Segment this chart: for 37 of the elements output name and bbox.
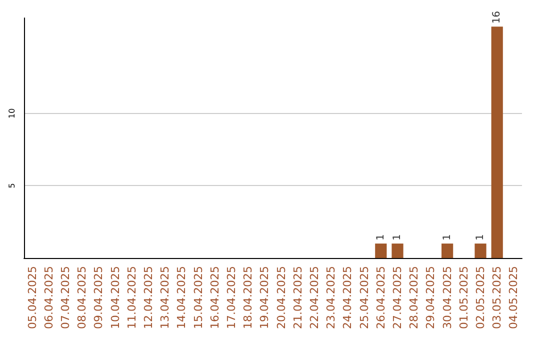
x-tick-label: 22.04.2025 — [308, 266, 321, 330]
data-label: 16 — [492, 10, 503, 24]
x-tick-label: 27.04.2025 — [391, 266, 404, 330]
x-tick-label: 24.04.2025 — [341, 266, 354, 330]
x-tick-label: 28.04.2025 — [408, 266, 421, 330]
x-tick-label: 12.04.2025 — [142, 266, 155, 330]
x-tick-label: 08.04.2025 — [76, 266, 89, 330]
x-tick-label: 10.04.2025 — [108, 266, 122, 330]
x-tick-label: 17.04.2025 — [225, 266, 238, 330]
x-tick-label: 20.04.2025 — [274, 266, 288, 330]
x-tick-label: 25.04.2025 — [358, 266, 371, 330]
x-tick-label: 11.04.2025 — [125, 266, 138, 330]
x-tick-label: 06.04.2025 — [42, 266, 56, 330]
x-tick-label: 01.05.2025 — [457, 266, 470, 330]
x-tick-label: 30.04.2025 — [440, 266, 454, 330]
x-tick-label: 07.04.2025 — [59, 266, 72, 330]
x-tick-label: 18.04.2025 — [242, 266, 255, 330]
x-tick-label: 29.04.2025 — [424, 266, 438, 330]
x-tick-label: 21.04.2025 — [291, 266, 304, 330]
y-tick-label: 10 — [8, 108, 16, 119]
x-tick-label: 14.04.2025 — [175, 266, 188, 330]
x-tick-label: 04.05.2025 — [507, 266, 520, 330]
data-label: 1 — [475, 234, 486, 241]
x-tick-label: 05.04.2025 — [26, 266, 39, 330]
data-label: 1 — [442, 234, 453, 241]
data-label: 1 — [392, 234, 403, 241]
y-tick-label: 5 — [8, 183, 16, 188]
x-tick-label: 26.04.2025 — [374, 266, 388, 330]
x-tick-label: 19.04.2025 — [258, 266, 272, 330]
x-tick-label: 03.05.2025 — [490, 266, 504, 330]
x-tick-label: 23.04.2025 — [324, 266, 338, 330]
x-tick-label: 13.04.2025 — [158, 266, 172, 330]
x-tick-label: 02.05.2025 — [474, 266, 487, 330]
data-label: 1 — [375, 234, 386, 241]
x-tick-label: 15.04.2025 — [192, 266, 205, 330]
x-tick-label: 16.04.2025 — [208, 266, 222, 330]
x-tick-label: 09.04.2025 — [92, 266, 106, 330]
